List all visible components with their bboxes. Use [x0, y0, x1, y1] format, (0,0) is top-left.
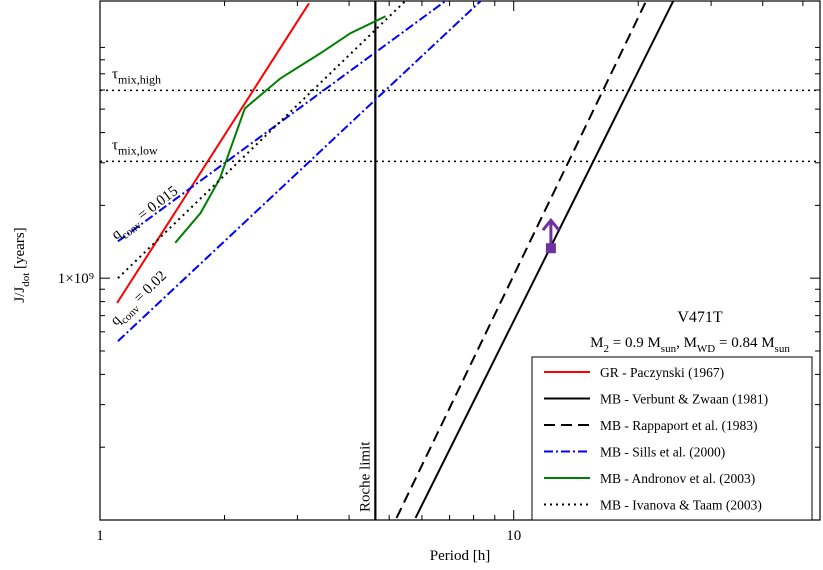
- y-axis-label-main: J/J: [12, 287, 28, 303]
- parameter-part: = 0.84 M: [715, 335, 774, 351]
- reference-label: Roche limit: [357, 441, 373, 512]
- legend: GR - Paczynski (1967) MB - Verbunt & Zwaa…: [531, 356, 813, 521]
- reference-label: τmix,high: [112, 66, 161, 86]
- reference-label-sub: mix,low: [118, 143, 158, 157]
- plot-area: [100, 1, 820, 520]
- reference-label-sub: mix,high: [118, 72, 161, 86]
- legend-label: MB - Verbunt & Zwaan (1981): [600, 392, 768, 407]
- reference-label: τmix,low: [112, 137, 158, 157]
- parameter-part: , M: [676, 335, 697, 351]
- parameter-part: sun: [775, 343, 791, 355]
- parameter-part: 2: [604, 343, 610, 355]
- legend-box: [531, 356, 813, 521]
- series-line: [174, 15, 386, 244]
- parameter-part: WD: [697, 343, 715, 355]
- series-line: [395, 1, 648, 519]
- legend-label: MB - Sills et al. (2000): [600, 445, 725, 460]
- legend-label: GR - Paczynski (1967): [600, 365, 724, 380]
- series-line: [414, 1, 675, 519]
- reference-label-main: τ: [112, 66, 118, 82]
- y-tick-label: 1×10⁹: [58, 271, 94, 287]
- series-line: [117, 1, 407, 279]
- annotation: qconv = 0.015: [109, 183, 184, 246]
- object-name: V471T: [677, 309, 723, 326]
- parameter-part: M: [590, 335, 603, 351]
- measurement-point: [545, 243, 556, 254]
- plot-frame: [99, 0, 821, 521]
- legend-label: MB - Andronov et al. (2003): [600, 471, 755, 486]
- y-axis-label-rest: [years]: [12, 227, 28, 272]
- reference-label-main: τ: [112, 137, 118, 153]
- legend-label: MB - Ivanova & Taam (2003): [600, 498, 762, 513]
- y-axis-label-sub: dot: [20, 273, 32, 287]
- parameter-part: sun: [661, 343, 677, 355]
- series-line: [116, 2, 310, 304]
- x-axis-label: Period [h]: [430, 548, 490, 564]
- parameter-part: = 0.9 M: [609, 335, 661, 351]
- series-line: [117, 1, 482, 342]
- annotation-rest: = 0.015: [132, 183, 181, 226]
- parameters: M2 = 0.9 Msun, MWD = 0.84 Msun: [590, 335, 790, 355]
- legend-label: MB - Rappaport et al. (1983): [600, 418, 757, 433]
- x-tick-label: 1: [96, 528, 104, 544]
- x-tick-label: 10: [506, 528, 521, 544]
- y-axis-label: J/Jdot [years]: [12, 227, 32, 302]
